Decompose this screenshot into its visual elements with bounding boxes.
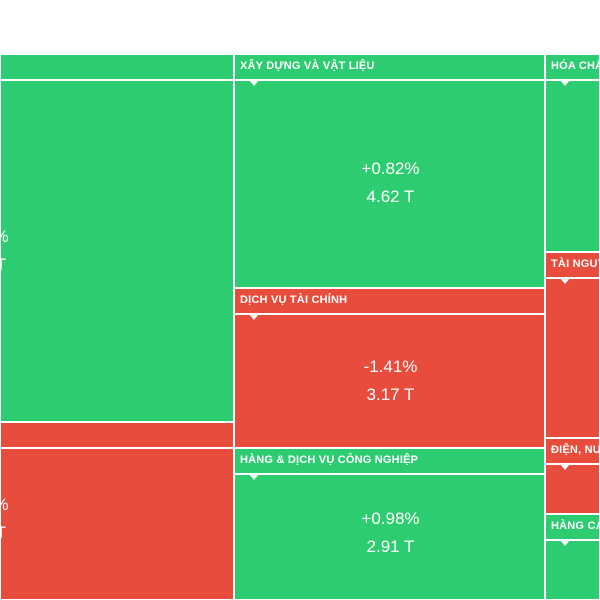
caret-icon [249,475,259,480]
sector-change: +0.98% [361,509,420,528]
sector-header-dich-vu-tai-chinh[interactable]: DỊCH VỤ TÀI CHÍNH [234,288,545,314]
caret-icon [560,465,570,470]
sector-value: 4.62 T [366,187,415,206]
sector-tile-left-bottom[interactable]: % T [0,448,234,600]
sector-header-tai-nguyen[interactable]: TÀI NGUY [545,252,600,278]
sector-name: HÀNG & DỊCH VỤ CÔNG NGHIỆP [240,454,419,466]
sector-header-dien-nuoc[interactable]: ĐIỆN, NU [545,438,600,464]
sector-change: % [1,491,21,519]
sector-header-left-bottom[interactable] [0,422,234,448]
sector-value: T [1,251,21,279]
sector-tile-dich-vu-tai-chinh[interactable]: -1.41% 3.17 T [234,314,545,448]
sector-value: T [1,519,21,547]
caret-icon [560,279,570,284]
sector-name: ĐIỆN, NU [551,444,600,456]
sector-name: HÓA CHẤ [551,60,600,72]
sector-name: XÂY DỰNG VÀ VẬT LIỆU [240,60,375,72]
sector-header-hang-ca-nhan[interactable]: HÀNG CÁ [545,514,600,540]
sector-name: TÀI NGUY [551,258,600,270]
caret-icon [560,541,570,546]
sector-change: -1.41% [363,357,418,376]
sector-value: 2.91 T [366,537,415,556]
sector-value: 3.17 T [366,385,415,404]
sector-name: DỊCH VỤ TÀI CHÍNH [240,294,348,306]
sector-change: +0.82% [361,159,420,178]
sector-tile-left-top[interactable]: % T [0,80,234,422]
sector-tile-hang-ca-nhan[interactable] [545,540,600,600]
sector-tile-hang-dich-vu-cong-nghiep[interactable]: +0.98% 2.91 T [234,474,545,600]
caret-icon [249,81,259,86]
caret-icon [249,315,259,320]
sector-header-left-top[interactable] [0,54,234,80]
sector-tile-dien-nuoc[interactable] [545,464,600,514]
sector-tile-xay-dung[interactable]: +0.82% 4.62 T [234,80,545,288]
sector-change: % [1,223,21,251]
caret-icon [560,81,570,86]
sector-tile-tai-nguyen[interactable] [545,278,600,438]
sector-header-hang-dich-vu-cong-nghiep[interactable]: HÀNG & DỊCH VỤ CÔNG NGHIỆP [234,448,545,474]
sector-name: HÀNG CÁ [551,520,600,532]
sector-header-xay-dung[interactable]: XÂY DỰNG VÀ VẬT LIỆU [234,54,545,80]
sector-header-hoa-chat[interactable]: HÓA CHẤ [545,54,600,80]
sector-tile-hoa-chat[interactable] [545,80,600,252]
